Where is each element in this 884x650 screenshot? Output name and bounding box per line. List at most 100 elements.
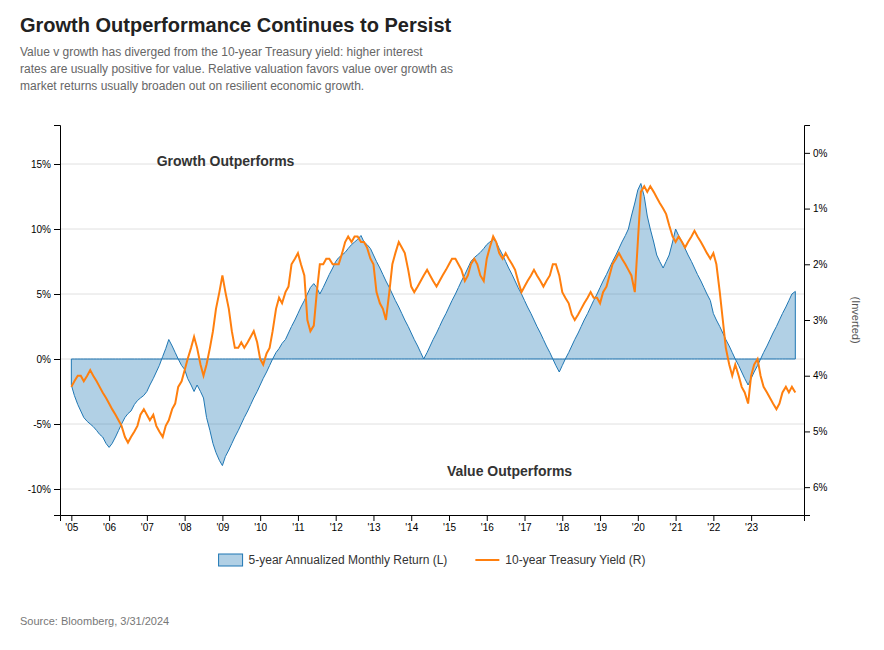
grid-line xyxy=(60,489,804,490)
x-tick-label: '22 xyxy=(707,522,720,533)
x-tick-mark xyxy=(676,515,677,521)
subtitle-line: Value v growth has diverged from the 10-… xyxy=(20,45,423,59)
subtitle: Value v growth has diverged from the 10-… xyxy=(20,45,453,93)
legend-item: 5-year Annualized Monthly Return (L) xyxy=(219,553,448,567)
y2-tick-label: 6% xyxy=(813,482,828,493)
subtitle-line: market returns usually broaden out on re… xyxy=(20,79,364,93)
x-tick: '11 xyxy=(292,515,305,533)
x-tick-mark xyxy=(185,515,186,521)
x-tick-mark xyxy=(600,515,601,521)
legend-swatch xyxy=(219,554,243,566)
chart: Growth Outperformance Continues to Persi… xyxy=(0,0,884,650)
y2-tick-label: 4% xyxy=(813,370,828,381)
grid xyxy=(60,164,804,489)
y2-tick: 3% xyxy=(804,315,828,326)
y2-tick: 1% xyxy=(804,203,828,214)
subtitle-line: rates are usually positive for value. Re… xyxy=(20,62,453,76)
x-tick-label: '20 xyxy=(632,522,645,533)
y2-axis-label: (Inverted) xyxy=(850,296,862,343)
x-tick-label: '21 xyxy=(670,522,683,533)
x-axis-line xyxy=(61,516,805,522)
x-tick: '09 xyxy=(216,515,229,533)
y-tick-label: 0% xyxy=(37,354,52,365)
x-tick: '16 xyxy=(481,515,494,533)
x-tick-mark xyxy=(71,515,72,521)
x-tick: '10 xyxy=(254,515,267,533)
y-tick-mark xyxy=(54,164,60,165)
title: Growth Outperformance Continues to Persi… xyxy=(20,14,452,36)
legend-label: 10-year Treasury Yield (R) xyxy=(505,553,645,567)
x-tick-label: '09 xyxy=(216,522,229,533)
y-tick: -5% xyxy=(33,419,60,430)
x-tick: '21 xyxy=(670,515,683,533)
x-tick: '13 xyxy=(367,515,380,533)
plot-area xyxy=(71,184,795,466)
x-tick-mark xyxy=(525,515,526,521)
x-tick-mark xyxy=(298,515,299,521)
y2-tick-mark xyxy=(804,264,810,265)
grid-line xyxy=(60,229,804,230)
y2-tick: 4% xyxy=(804,370,828,381)
y-tick: 10% xyxy=(31,224,60,235)
area xyxy=(71,184,795,466)
x-tick-label: '17 xyxy=(519,522,532,533)
y-tick: 15% xyxy=(31,159,60,170)
x-tick-mark xyxy=(638,515,639,521)
legend-item: 10-year Treasury Yield (R) xyxy=(475,553,645,567)
x-tick-label: '10 xyxy=(254,522,267,533)
y-tick: 5% xyxy=(37,289,60,300)
y-tick-mark xyxy=(54,424,60,425)
x-tick-label: '08 xyxy=(179,522,192,533)
x-tick: '22 xyxy=(707,515,720,533)
y2-tick-mark xyxy=(804,209,810,210)
y-tick-mark xyxy=(54,294,60,295)
y2-tick-mark xyxy=(804,376,810,377)
x-tick: '06 xyxy=(103,515,116,533)
x-tick-mark xyxy=(147,515,148,521)
y-tick-label: -5% xyxy=(33,419,51,430)
x-tick-label: '07 xyxy=(141,522,154,533)
x-tick-label: '14 xyxy=(405,522,418,533)
y2-tick-label: 2% xyxy=(813,259,828,270)
y-tick-label: 10% xyxy=(31,224,51,235)
line xyxy=(71,186,795,442)
y2-tick-label: 3% xyxy=(813,315,828,326)
x-tick: '18 xyxy=(556,515,569,533)
annotation: Value Outperforms xyxy=(447,463,572,479)
source: Source: Bloomberg, 3/31/2024 xyxy=(20,615,169,627)
x-tick-mark xyxy=(487,515,488,521)
x-tick-mark xyxy=(562,515,563,521)
y2-tick-mark xyxy=(804,320,810,321)
y-axis-line xyxy=(54,126,61,516)
y-tick-label: 5% xyxy=(37,289,52,300)
y-tick-label: 15% xyxy=(31,159,51,170)
x-tick-label: '12 xyxy=(330,522,343,533)
x-tick-label: '18 xyxy=(556,522,569,533)
y2-tick-label: 0% xyxy=(813,148,828,159)
x-tick-mark xyxy=(109,515,110,521)
x-tick-label: '16 xyxy=(481,522,494,533)
x-tick-mark xyxy=(449,515,450,521)
y2-tick-label: 5% xyxy=(813,426,828,437)
x-tick-mark xyxy=(411,515,412,521)
x-tick: '23 xyxy=(745,515,758,533)
y-tick-mark xyxy=(54,229,60,230)
x-tick: '19 xyxy=(594,515,607,533)
annotation: Growth Outperforms xyxy=(157,153,295,169)
x-tick-mark xyxy=(751,515,752,521)
x-tick: '08 xyxy=(179,515,192,533)
x-tick: '15 xyxy=(443,515,456,533)
x-tick-mark xyxy=(336,515,337,521)
x-tick-label: '15 xyxy=(443,522,456,533)
y2-axis: 0% 1% 2% 3% 4% 5% 6% xyxy=(804,126,828,516)
y2-tick-label: 1% xyxy=(813,203,828,214)
x-tick-label: '19 xyxy=(594,522,607,533)
y2-tick: 2% xyxy=(804,259,828,270)
y2-tick-mark xyxy=(804,487,810,488)
legend: 5-year Annualized Monthly Return (L) 10-y… xyxy=(219,553,646,567)
x-tick-label: '23 xyxy=(745,522,758,533)
x-tick: '14 xyxy=(405,515,418,533)
x-tick: '17 xyxy=(519,515,532,533)
grid-line xyxy=(60,424,804,425)
legend-label: 5-year Annualized Monthly Return (L) xyxy=(249,553,448,567)
